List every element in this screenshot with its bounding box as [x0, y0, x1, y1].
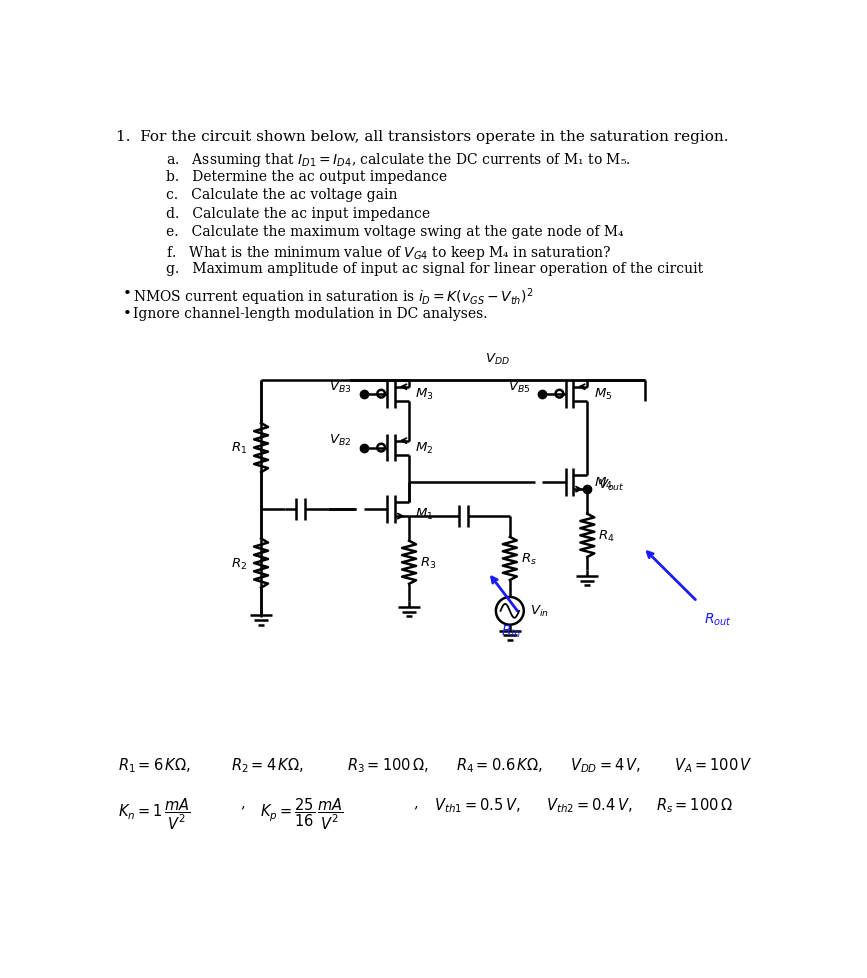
- Text: $K_n = 1\,\dfrac{mA}{V^2}$: $K_n = 1\,\dfrac{mA}{V^2}$: [118, 796, 190, 831]
- Text: $V_{B5}$: $V_{B5}$: [507, 379, 530, 394]
- Text: $R_1 = 6\,K\Omega,$: $R_1 = 6\,K\Omega,$: [118, 756, 191, 775]
- Text: 1.  For the circuit shown below, all transistors operate in the saturation regio: 1. For the circuit shown below, all tran…: [116, 130, 728, 144]
- Text: $M_2$: $M_2$: [415, 440, 434, 456]
- Text: $R_4$: $R_4$: [598, 528, 615, 544]
- Text: e.   Calculate the maximum voltage swing at the gate node of M₄: e. Calculate the maximum voltage swing a…: [166, 225, 624, 239]
- Text: $R_2$: $R_2$: [231, 556, 247, 571]
- Text: d.   Calculate the ac input impedance: d. Calculate the ac input impedance: [166, 206, 431, 221]
- Text: •: •: [122, 287, 131, 300]
- Text: ,: ,: [240, 796, 244, 810]
- Text: $R_s = 100\,\Omega$: $R_s = 100\,\Omega$: [655, 796, 733, 815]
- Text: $V_{DD}$: $V_{DD}$: [485, 351, 510, 367]
- Text: $V_A = 100\,V$: $V_A = 100\,V$: [675, 756, 753, 775]
- Text: $R_2 = 4\,K\Omega,$: $R_2 = 4\,K\Omega,$: [231, 756, 303, 775]
- Text: $M_5$: $M_5$: [594, 386, 612, 402]
- Text: $R_{out}$: $R_{out}$: [704, 611, 732, 628]
- Text: $M_4$: $M_4$: [594, 475, 612, 490]
- Text: $M_3$: $M_3$: [415, 386, 434, 402]
- Text: $K_p = \dfrac{25}{16}\,\dfrac{mA}{V^2}$: $K_p = \dfrac{25}{16}\,\dfrac{mA}{V^2}$: [259, 796, 343, 831]
- Text: $R_s$: $R_s$: [521, 552, 537, 566]
- Text: $V_{B3}$: $V_{B3}$: [329, 379, 352, 394]
- Text: $V_{in}$: $V_{in}$: [530, 603, 549, 619]
- Text: $V_{DD} = 4\,V,$: $V_{DD} = 4\,V,$: [570, 756, 642, 775]
- Text: $R_3 = 100\,\Omega,$: $R_3 = 100\,\Omega,$: [347, 756, 429, 775]
- Text: ,: ,: [413, 796, 418, 810]
- Text: f.   What is the minimum value of $V_{G4}$ to keep M₄ in saturation?: f. What is the minimum value of $V_{G4}$…: [166, 244, 612, 261]
- Text: $R_4 = 0.6\,K\Omega,$: $R_4 = 0.6\,K\Omega,$: [455, 756, 542, 775]
- Text: $R_3$: $R_3$: [420, 556, 436, 570]
- Text: $V_{out}$: $V_{out}$: [598, 477, 625, 493]
- Text: c.   Calculate the ac voltage gain: c. Calculate the ac voltage gain: [166, 188, 398, 202]
- Text: g.   Maximum amplitude of input ac signal for linear operation of the circuit: g. Maximum amplitude of input ac signal …: [166, 262, 704, 276]
- Text: a.   Assuming that $I_{D1} = I_{D4}$, calculate the DC currents of M₁ to M₅.: a. Assuming that $I_{D1} = I_{D4}$, calc…: [166, 152, 631, 169]
- Text: $V_{B2}$: $V_{B2}$: [329, 433, 352, 448]
- Text: $R_1$: $R_1$: [231, 440, 247, 456]
- Text: $V_{th2} = 0.4\,V,$: $V_{th2} = 0.4\,V,$: [546, 796, 633, 815]
- Text: •: •: [122, 306, 131, 321]
- Text: $R_{in}$: $R_{in}$: [501, 623, 521, 639]
- Text: b.   Determine the ac output impedance: b. Determine the ac output impedance: [166, 169, 447, 184]
- Text: $V_{th1} = 0.5\,V,$: $V_{th1} = 0.5\,V,$: [434, 796, 520, 815]
- Text: Ignore channel-length modulation in DC analyses.: Ignore channel-length modulation in DC a…: [134, 306, 487, 321]
- Text: NMOS current equation in saturation is $i_D = K(v_{GS} - V_{th})^2$: NMOS current equation in saturation is $…: [134, 287, 533, 308]
- Text: $M_1$: $M_1$: [414, 506, 433, 521]
